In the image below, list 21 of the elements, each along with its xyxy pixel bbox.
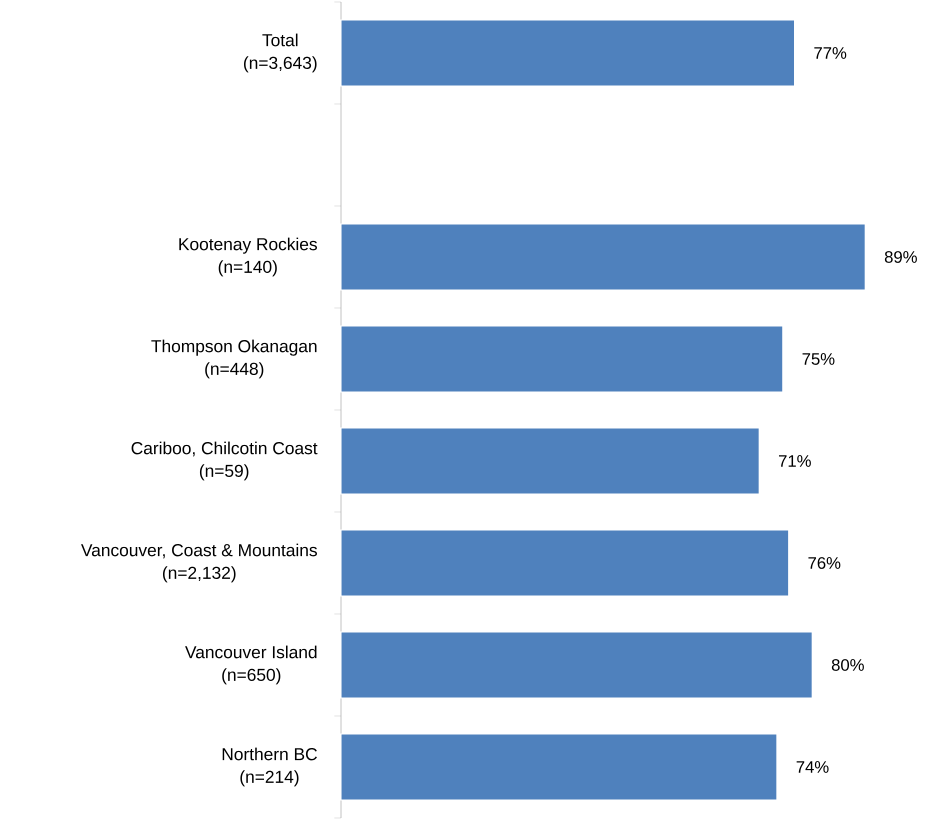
data-label: 89% [884, 251, 917, 263]
bar [340, 19, 796, 87]
data-label: 76% [808, 557, 840, 569]
bar [340, 529, 790, 597]
data-label: 71% [778, 455, 811, 467]
y-tick-label: Total (n=3,643) [244, 34, 317, 72]
y-tick-label: Northern BC (n=214) [222, 748, 317, 786]
bar [340, 631, 813, 699]
y-tick-label: Vancouver Island (n=650) [185, 646, 316, 684]
y-tick-label: Thompson Okanagan (n=448) [151, 340, 316, 378]
data-label: 77% [814, 47, 846, 59]
y-tick-label: Kootenay Rockies (n=140) [179, 238, 317, 276]
bar [340, 427, 760, 495]
data-label: 80% [832, 659, 864, 671]
bar [340, 733, 778, 801]
bar [340, 325, 784, 393]
data-label: 74% [796, 761, 829, 773]
data-label: 75% [802, 353, 834, 365]
y-tick-label: Cariboo, Chilcotin Coast (n=59) [132, 442, 318, 480]
bar [340, 223, 866, 291]
y-tick-label: Vancouver, Coast & Mountains (n=2,132) [81, 544, 317, 582]
